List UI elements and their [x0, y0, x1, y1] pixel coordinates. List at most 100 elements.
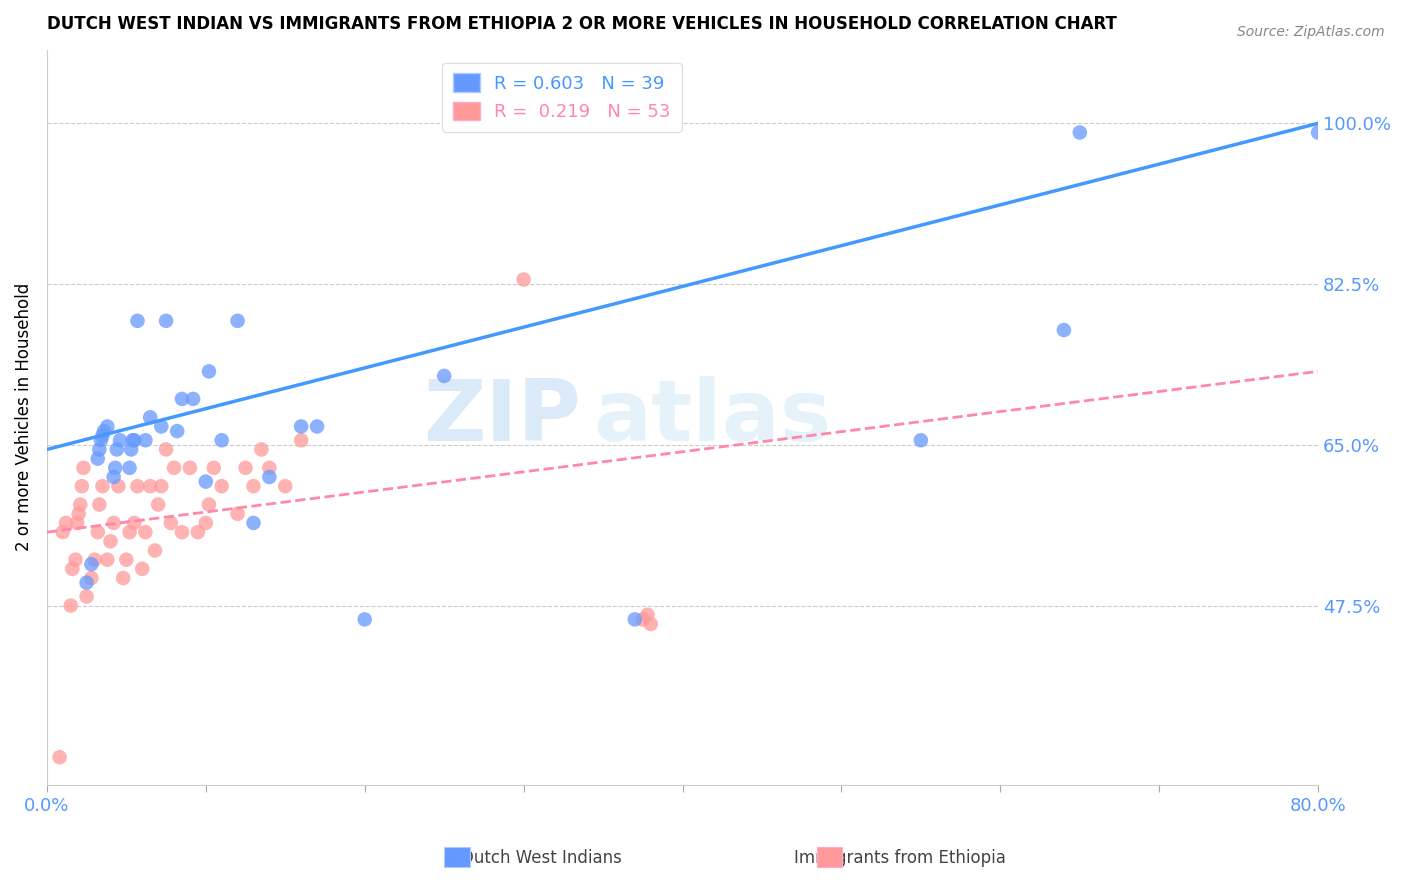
Point [194, 516, 217, 530]
Point [150, 479, 173, 493]
Point [91, 428, 114, 442]
Point [118, 525, 141, 540]
Point [83, 552, 105, 566]
Point [93, 424, 115, 438]
Point [66, 516, 89, 530]
Point [120, 442, 142, 457]
Point [211, 479, 233, 493]
Point [118, 460, 141, 475]
Point [290, 419, 312, 434]
Point [259, 470, 281, 484]
Point [1069, 126, 1091, 140]
Point [181, 392, 204, 406]
Point [80, 558, 103, 572]
Point [187, 525, 209, 540]
Point [59, 599, 82, 613]
Point [211, 434, 233, 448]
Point [90, 434, 112, 448]
Point [226, 507, 249, 521]
Point [242, 516, 264, 530]
Point [143, 543, 166, 558]
Point [637, 607, 659, 622]
Point [65, 552, 87, 566]
Point [124, 434, 146, 448]
Point [305, 419, 328, 434]
Point [170, 525, 193, 540]
Point [194, 475, 217, 489]
Point [76, 575, 98, 590]
Point [163, 460, 186, 475]
Point [127, 314, 149, 328]
Point [910, 434, 932, 448]
Point [155, 314, 177, 328]
Point [103, 516, 125, 530]
Point [127, 479, 149, 493]
Point [70, 479, 93, 493]
Point [274, 479, 297, 493]
Point [166, 424, 188, 438]
Point [150, 419, 173, 434]
Point [1053, 323, 1076, 337]
Point [198, 364, 221, 378]
Text: ZIP: ZIP [423, 376, 581, 458]
Point [107, 479, 129, 493]
Point [121, 434, 143, 448]
Point [433, 368, 456, 383]
Point [91, 479, 114, 493]
Point [160, 516, 183, 530]
Point [250, 442, 273, 457]
Point [96, 552, 118, 566]
Point [96, 419, 118, 434]
Point [139, 410, 162, 425]
Point [131, 562, 153, 576]
Point [100, 534, 122, 549]
Point [235, 460, 257, 475]
Point [104, 460, 127, 475]
Text: DUTCH WEST INDIAN VS IMMIGRANTS FROM ETHIOPIA 2 OR MORE VEHICLES IN HOUSEHOLD CO: DUTCH WEST INDIAN VS IMMIGRANTS FROM ETH… [46, 15, 1116, 33]
Point [108, 434, 131, 448]
Text: atlas: atlas [593, 376, 832, 458]
Point [87, 451, 110, 466]
Point [512, 272, 534, 286]
Point [55, 516, 77, 530]
Point [69, 498, 91, 512]
Point [80, 571, 103, 585]
Point [1308, 126, 1330, 140]
Point [72, 460, 94, 475]
Point [155, 442, 177, 457]
Point [631, 612, 654, 626]
Point [146, 498, 169, 512]
Point [89, 498, 111, 512]
Point [87, 525, 110, 540]
Point [226, 314, 249, 328]
Point [115, 552, 138, 566]
Point [139, 479, 162, 493]
Point [198, 498, 221, 512]
Point [259, 460, 281, 475]
Point [624, 612, 647, 626]
Point [179, 460, 201, 475]
Point [48, 750, 70, 764]
Point [112, 571, 135, 585]
Point [202, 460, 225, 475]
Point [124, 516, 146, 530]
Text: Immigrants from Ethiopia: Immigrants from Ethiopia [794, 849, 1005, 867]
Point [134, 525, 156, 540]
Point [60, 562, 83, 576]
Y-axis label: 2 or more Vehicles in Household: 2 or more Vehicles in Household [15, 283, 32, 551]
Point [134, 434, 156, 448]
Point [640, 617, 662, 632]
Point [67, 507, 90, 521]
Text: Source: ZipAtlas.com: Source: ZipAtlas.com [1237, 25, 1385, 39]
Point [105, 442, 128, 457]
Point [290, 434, 312, 448]
Point [52, 525, 75, 540]
Legend: R = 0.603   N = 39, R =  0.219   N = 53: R = 0.603 N = 39, R = 0.219 N = 53 [441, 62, 682, 132]
Point [76, 590, 98, 604]
Point [353, 612, 375, 626]
Text: Dutch West Indians: Dutch West Indians [461, 849, 621, 867]
Point [170, 392, 193, 406]
Point [242, 479, 264, 493]
Point [103, 470, 125, 484]
Point [89, 442, 111, 457]
